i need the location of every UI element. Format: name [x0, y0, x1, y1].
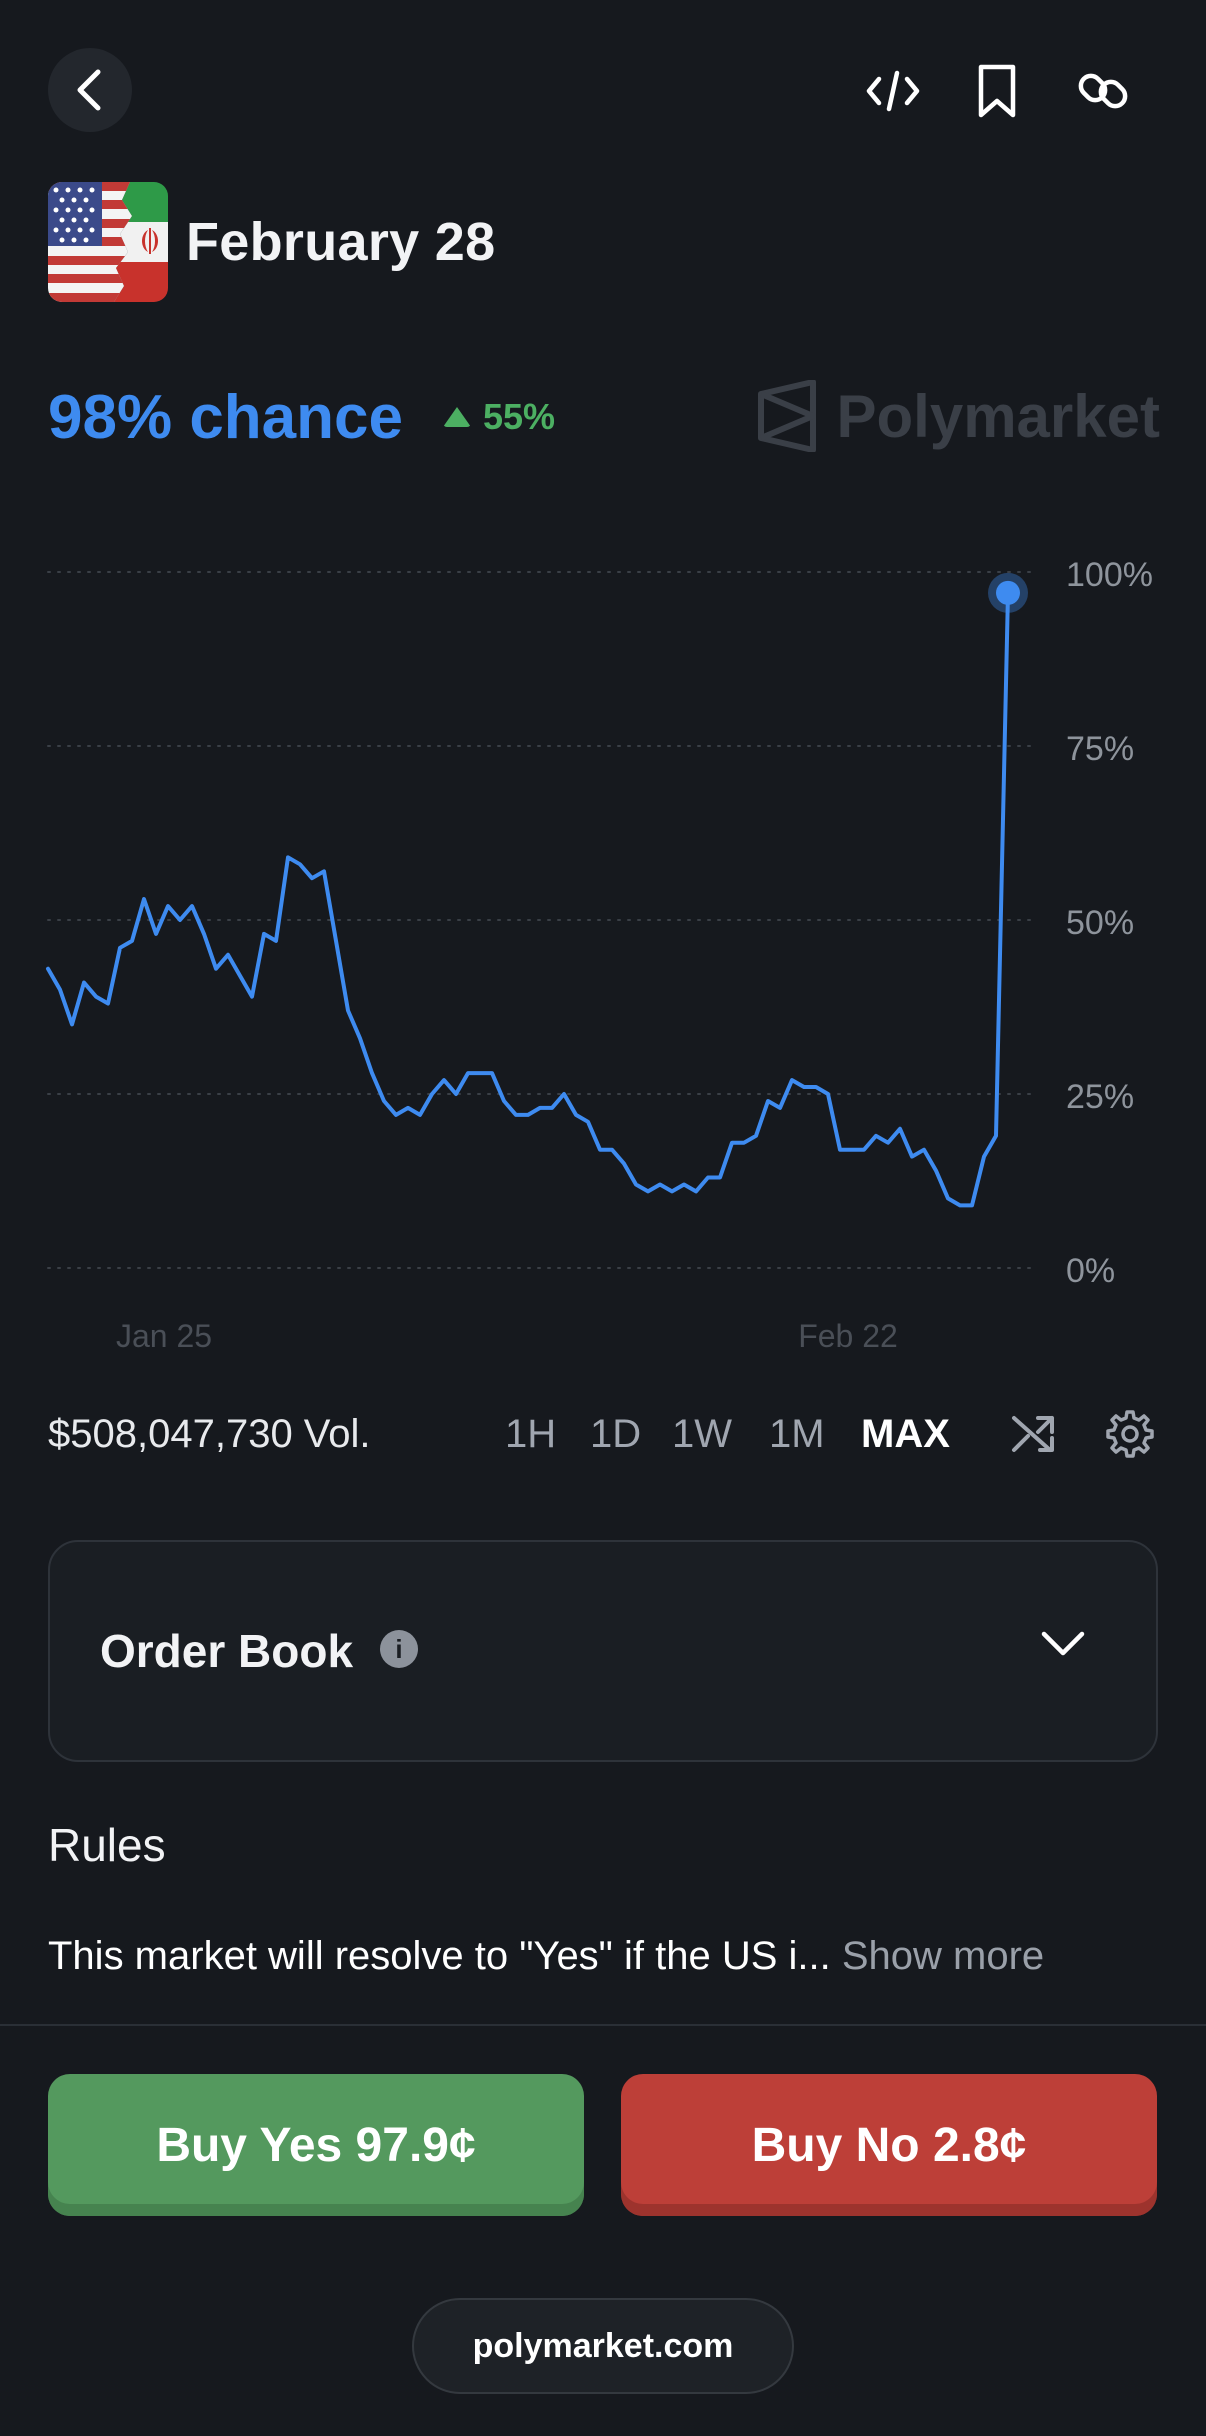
domain-pill[interactable]: polymarket.com: [412, 2298, 794, 2394]
rules-summary: This market will resolve to "Yes" if the…: [48, 1934, 831, 1978]
show-more-link[interactable]: Show more: [841, 1934, 1045, 1978]
gear-icon: [1106, 1410, 1154, 1458]
divider: [0, 2024, 1206, 2026]
rules-text: This market will resolve to "Yes" if the…: [48, 1934, 1044, 1979]
y-tick-label: 75%: [1066, 730, 1134, 768]
chance-value: 98% chance: [48, 382, 403, 452]
chance-row: 98% chance 55%: [48, 372, 555, 462]
chevron-left-icon: [77, 69, 101, 111]
polymarket-watermark: Polymarket: [755, 380, 1161, 452]
series-line: [46, 590, 1010, 1208]
settings-button[interactable]: [1100, 1404, 1160, 1464]
price-chart[interactable]: 100% 75% 50% 25% 0% Jan 25 Feb 22: [0, 540, 1206, 1360]
range-1m[interactable]: 1M: [769, 1412, 825, 1456]
order-book-panel[interactable]: Order Book i: [48, 1540, 1158, 1762]
rules-title: Rules: [48, 1819, 166, 1871]
x-tick-label: Jan 25: [116, 1318, 212, 1354]
top-bar: [0, 0, 1206, 180]
y-tick-label: 25%: [1066, 1078, 1134, 1116]
market-header: February 28: [48, 182, 495, 302]
y-tick-label: 50%: [1066, 904, 1134, 942]
shuffle-button[interactable]: [1004, 1404, 1064, 1464]
volume-text: $508,047,730 Vol.: [48, 1412, 371, 1456]
range-1d[interactable]: 1D: [590, 1412, 642, 1456]
y-tick-label: 0%: [1066, 1252, 1115, 1290]
watermark-text: Polymarket: [836, 382, 1161, 450]
us-iran-flag-icon: [48, 182, 168, 302]
stats-row: $508,047,730 Vol. 1H 1D 1W 1M MAX: [0, 1390, 1206, 1480]
x-tick-label: Feb 22: [798, 1318, 898, 1354]
bookmark-icon: [978, 64, 1016, 118]
polymarket-logo-icon: [757, 380, 816, 452]
buy-yes-button[interactable]: Buy Yes 97.9¢: [48, 2074, 584, 2216]
embed-button[interactable]: [858, 56, 928, 126]
chance-delta-value: 55%: [483, 396, 556, 437]
info-icon[interactable]: i: [380, 1630, 418, 1668]
bookmark-button[interactable]: [962, 56, 1032, 126]
chevron-down-icon[interactable]: [1040, 1628, 1086, 1658]
range-max[interactable]: MAX: [861, 1412, 950, 1456]
copy-link-button[interactable]: [1068, 56, 1138, 126]
back-button[interactable]: [48, 48, 132, 132]
buy-no-button[interactable]: Buy No 2.8¢: [621, 2074, 1157, 2216]
range-1w[interactable]: 1W: [672, 1412, 732, 1456]
order-book-label: Order Book: [100, 1625, 354, 1677]
triangle-up-icon: [443, 407, 471, 427]
range-1h[interactable]: 1H: [505, 1412, 557, 1456]
link-icon: [1078, 73, 1128, 109]
code-icon: [866, 70, 920, 112]
last-point: [996, 580, 1020, 605]
shuffle-icon: [1012, 1416, 1054, 1452]
market-title: February 28: [186, 212, 496, 272]
chance-delta: 55%: [443, 396, 555, 438]
y-tick-label: 100%: [1066, 556, 1153, 594]
